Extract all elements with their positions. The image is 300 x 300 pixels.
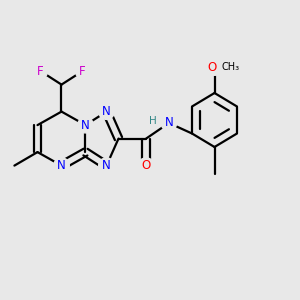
Text: N: N [81,118,90,132]
Text: N: N [102,159,111,172]
Text: N: N [102,105,111,118]
Circle shape [138,158,154,173]
Circle shape [75,64,90,78]
Circle shape [78,117,93,133]
Text: H: H [149,116,157,127]
Text: F: F [79,64,86,78]
Text: N: N [164,116,173,130]
Circle shape [99,158,114,173]
Circle shape [99,104,114,119]
Text: O: O [142,159,151,172]
Circle shape [161,115,177,131]
Circle shape [207,60,222,75]
Text: CH₃: CH₃ [222,62,240,73]
Circle shape [54,158,69,173]
Text: O: O [207,61,216,74]
Text: F: F [37,64,44,78]
Text: N: N [57,159,66,172]
Circle shape [33,64,48,78]
